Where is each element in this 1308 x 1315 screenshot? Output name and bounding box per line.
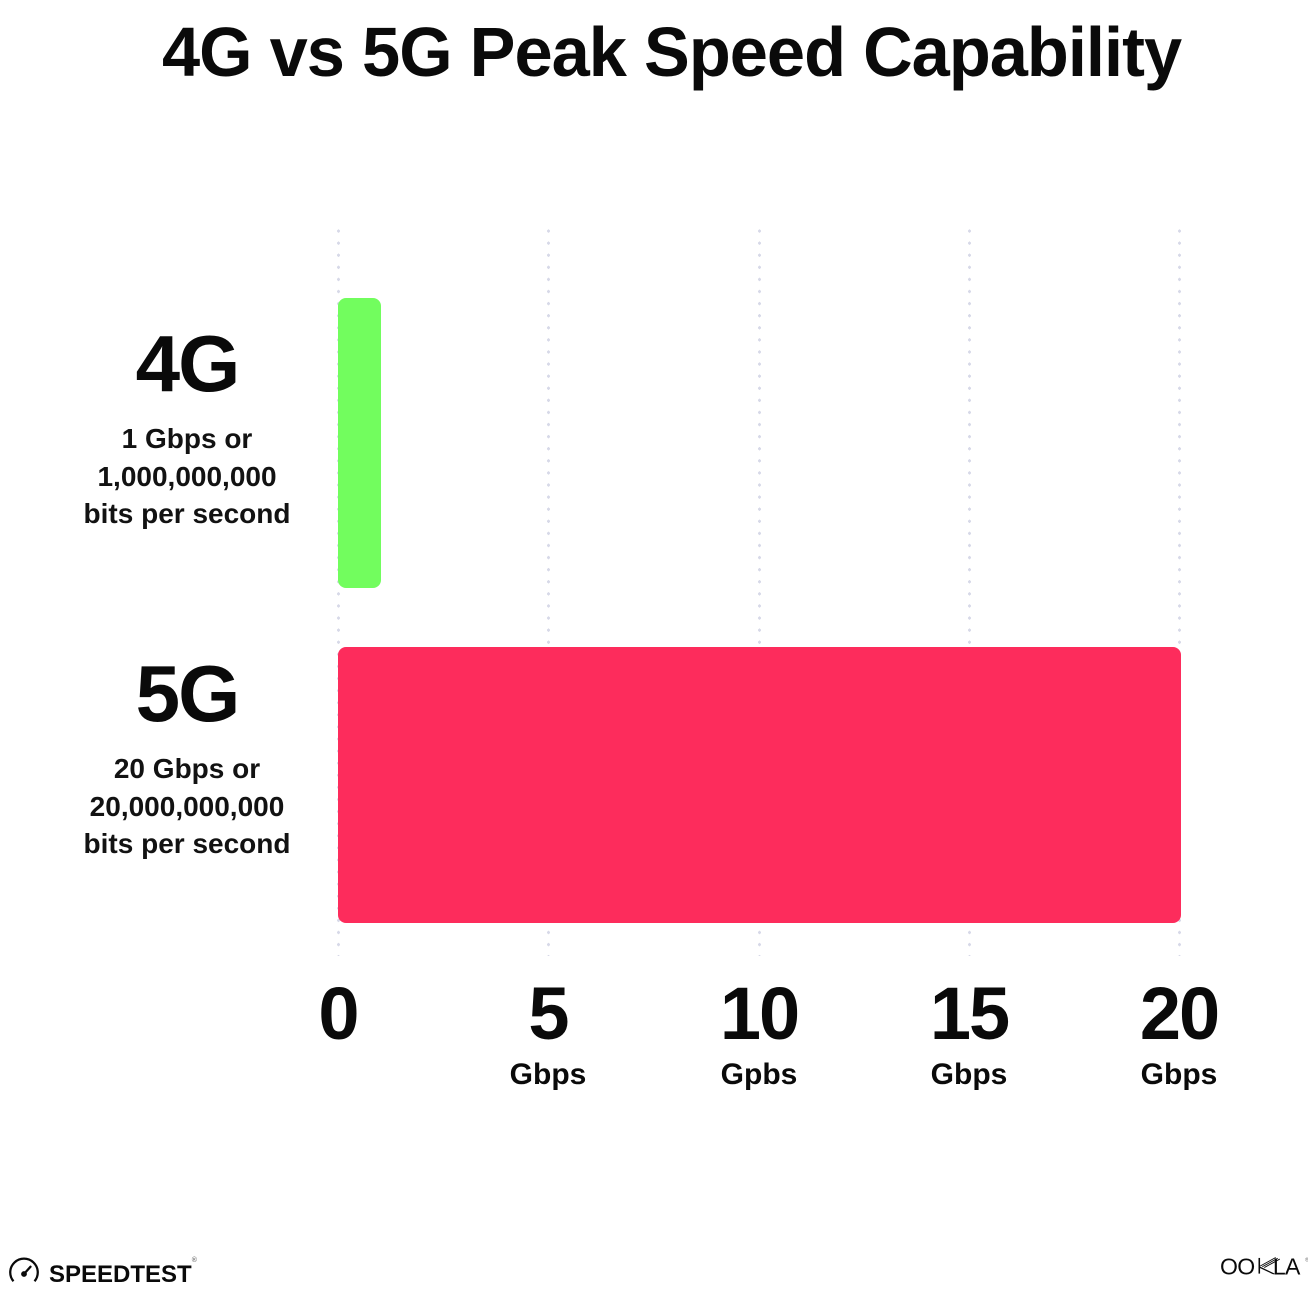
svg-text:OO: OO xyxy=(1220,1253,1255,1279)
svg-text:LA: LA xyxy=(1273,1253,1301,1279)
